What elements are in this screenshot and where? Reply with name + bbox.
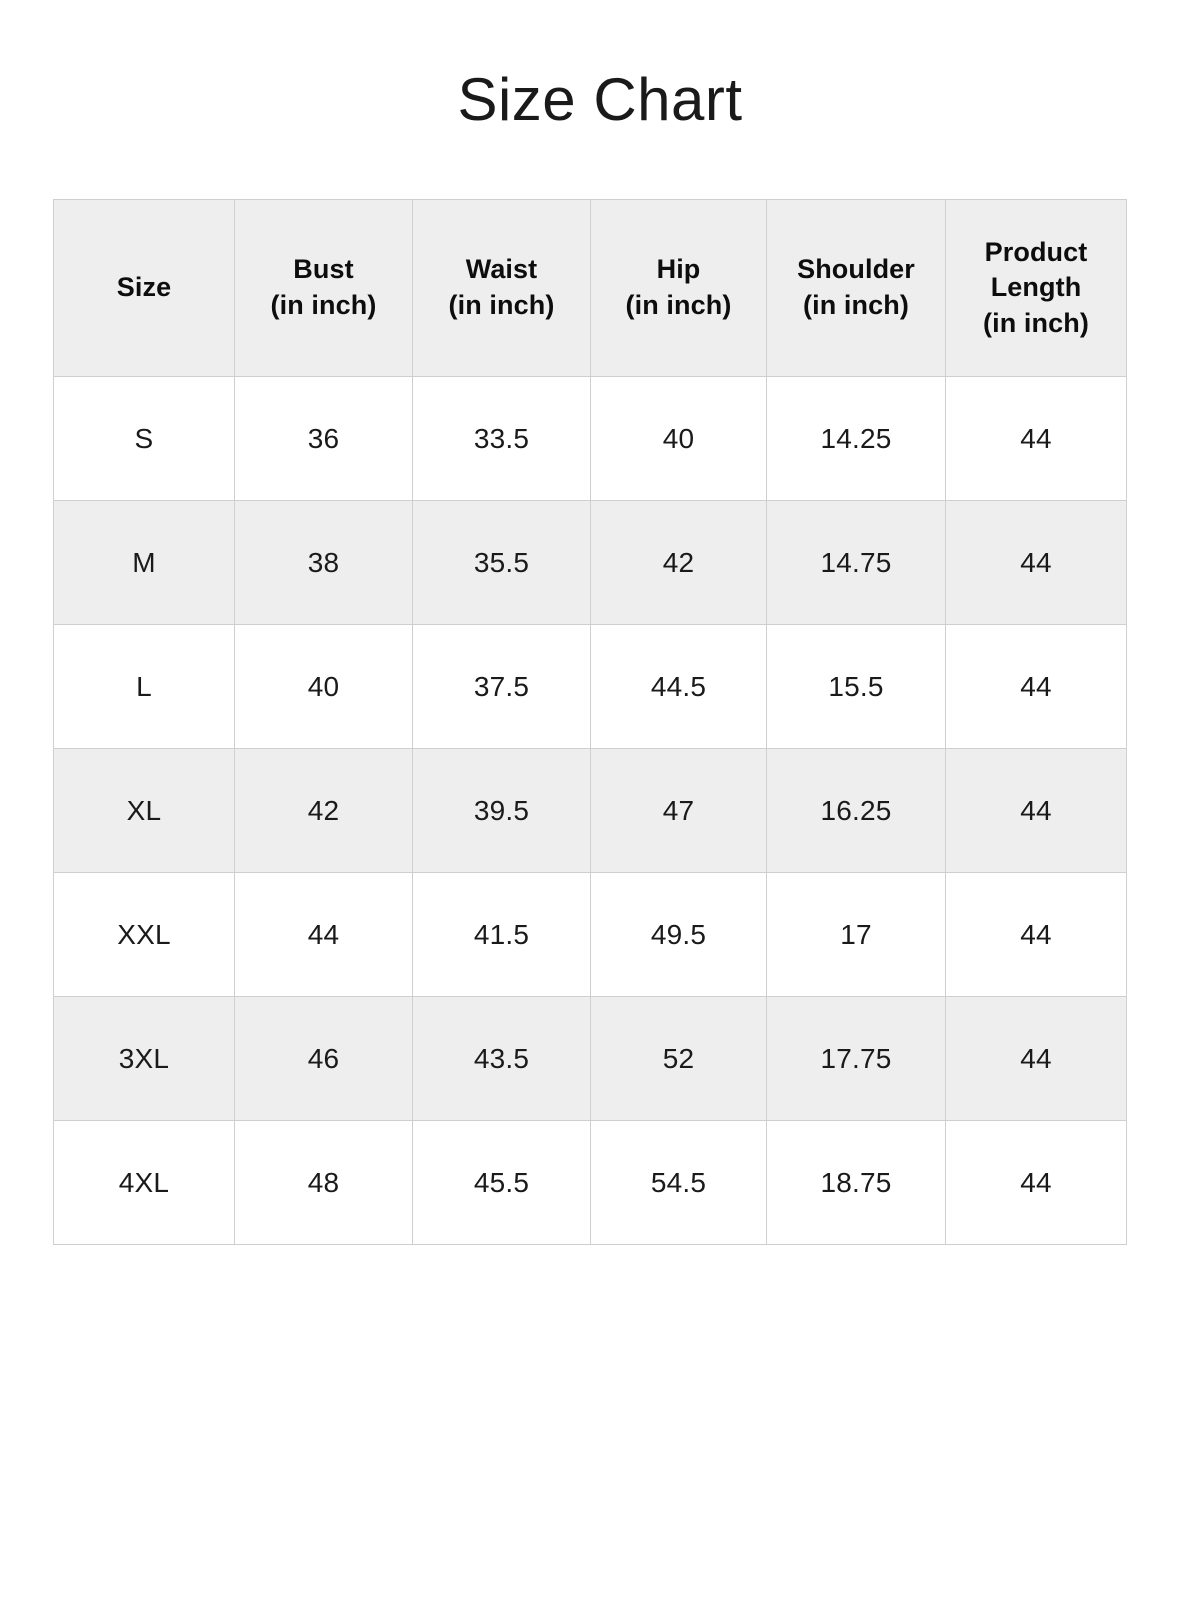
cell-hip: 40 (590, 376, 767, 501)
table-row: XL 42 39.5 47 16.25 44 (53, 748, 1127, 873)
cell-hip: 54.5 (590, 1120, 767, 1245)
cell-shoulder: 14.75 (766, 500, 946, 625)
cell-waist: 37.5 (412, 624, 591, 749)
cell-bust: 40 (234, 624, 413, 749)
table-row: 3XL 46 43.5 52 17.75 44 (53, 996, 1127, 1121)
cell-shoulder: 17 (766, 872, 946, 997)
cell-hip: 52 (590, 996, 767, 1121)
cell-shoulder: 16.25 (766, 748, 946, 873)
column-header-shoulder: Shoulder (in inch) (766, 199, 946, 377)
cell-product-length: 44 (945, 624, 1127, 749)
cell-hip: 44.5 (590, 624, 767, 749)
cell-shoulder: 18.75 (766, 1120, 946, 1245)
column-header-waist-unit: (in inch) (448, 290, 555, 320)
cell-shoulder: 14.25 (766, 376, 946, 501)
column-header-product-length-label-line2: Length (990, 272, 1082, 303)
column-header-bust: Bust (in inch) (234, 199, 413, 377)
column-header-size-label: Size (116, 272, 172, 303)
cell-size: XXL (53, 872, 235, 997)
table-row: L 40 37.5 44.5 15.5 44 (53, 624, 1127, 749)
column-header-shoulder-unit: (in inch) (803, 290, 909, 320)
cell-waist: 33.5 (412, 376, 591, 501)
cell-size: XL (53, 748, 235, 873)
cell-waist: 41.5 (412, 872, 591, 997)
column-header-bust-label: Bust (293, 254, 354, 285)
cell-shoulder: 15.5 (766, 624, 946, 749)
cell-waist: 39.5 (412, 748, 591, 873)
column-header-waist: Waist (in inch) (412, 199, 591, 377)
cell-hip: 47 (590, 748, 767, 873)
cell-product-length: 44 (945, 376, 1127, 501)
column-header-product-length: Product Length (in inch) (945, 199, 1127, 377)
cell-waist: 35.5 (412, 500, 591, 625)
column-header-product-length-unit: (in inch) (983, 307, 1089, 338)
cell-bust: 42 (234, 748, 413, 873)
table-row: XXL 44 41.5 49.5 17 44 (53, 872, 1127, 997)
column-header-shoulder-label: Shoulder (797, 254, 915, 285)
cell-size: 3XL (53, 996, 235, 1121)
cell-bust: 36 (234, 376, 413, 501)
cell-size: S (53, 376, 235, 501)
cell-size: 4XL (53, 1120, 235, 1245)
table-header: Size Bust (in inch) Waist (in inch) Hip … (53, 199, 1127, 377)
cell-hip: 49.5 (590, 872, 767, 997)
column-header-size: Size (53, 199, 235, 377)
cell-product-length: 44 (945, 500, 1127, 625)
cell-product-length: 44 (945, 872, 1127, 997)
cell-waist: 45.5 (412, 1120, 591, 1245)
table-row: 4XL 48 45.5 54.5 18.75 44 (53, 1120, 1127, 1245)
cell-bust: 38 (234, 500, 413, 625)
column-header-hip-label: Hip (656, 254, 701, 285)
column-header-hip: Hip (in inch) (590, 199, 767, 377)
size-chart-table: Size Bust (in inch) Waist (in inch) Hip … (53, 199, 1127, 1245)
cell-hip: 42 (590, 500, 767, 625)
table-row: S 36 33.5 40 14.25 44 (53, 376, 1127, 501)
cell-product-length: 44 (945, 1120, 1127, 1245)
cell-bust: 44 (234, 872, 413, 997)
page-title: Size Chart (457, 66, 743, 133)
cell-product-length: 44 (945, 748, 1127, 873)
cell-waist: 43.5 (412, 996, 591, 1121)
header-row: Size Bust (in inch) Waist (in inch) Hip … (53, 199, 1127, 377)
column-header-hip-unit: (in inch) (625, 290, 732, 320)
cell-product-length: 44 (945, 996, 1127, 1121)
column-header-waist-label: Waist (465, 254, 538, 285)
cell-size: M (53, 500, 235, 625)
cell-bust: 48 (234, 1120, 413, 1245)
column-header-bust-unit: (in inch) (270, 290, 377, 320)
cell-size: L (53, 624, 235, 749)
table-body: S 36 33.5 40 14.25 44 M 38 35.5 42 14.75… (53, 376, 1127, 1245)
cell-bust: 46 (234, 996, 413, 1121)
size-chart-table-wrapper: Size Bust (in inch) Waist (in inch) Hip … (53, 199, 1127, 1245)
column-header-product-length-label-line1: Product (984, 236, 1088, 267)
cell-shoulder: 17.75 (766, 996, 946, 1121)
table-row: M 38 35.5 42 14.75 44 (53, 500, 1127, 625)
